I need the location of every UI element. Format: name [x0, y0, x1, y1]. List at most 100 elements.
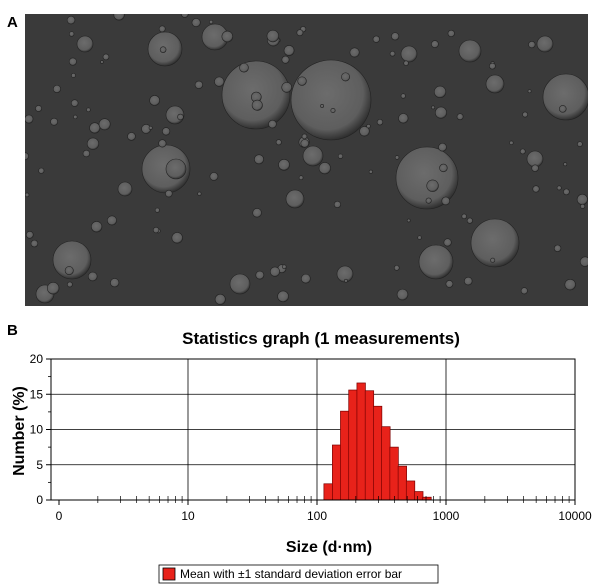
droplet: [527, 89, 532, 94]
droplet: [102, 53, 110, 61]
y-tick-label: 5: [36, 458, 43, 472]
droplet: [490, 257, 496, 263]
statistics-chart: Statistics graph (1 measurements) 0 5 10 15…: [11, 329, 592, 584]
droplet: [52, 240, 92, 280]
micrograph-image: [25, 14, 588, 306]
droplet: [431, 105, 436, 110]
droplet: [463, 276, 473, 286]
x-tick-label: 0: [56, 509, 63, 523]
droplet: [25, 152, 29, 161]
histogram-bar: [332, 444, 342, 501]
droplet: [443, 238, 452, 247]
droplet: [368, 169, 373, 174]
x-axis-title: Size (d·nm): [286, 539, 372, 556]
legend-box: [158, 564, 439, 584]
droplet: [466, 217, 473, 224]
histogram-bar: [364, 390, 375, 501]
droplet: [180, 14, 189, 18]
droplet: [285, 189, 305, 209]
droplet: [359, 126, 370, 137]
droplet: [283, 45, 295, 56]
legend: Mean with ±1 standard deviation error ba…: [158, 564, 439, 584]
histogram-bar: [405, 480, 416, 501]
droplet: [398, 113, 409, 124]
droplet: [553, 244, 562, 253]
x-tick-label: 10: [181, 509, 195, 523]
droplet: [165, 189, 173, 198]
droplet: [366, 124, 371, 129]
droplet: [171, 232, 183, 244]
droplet: [266, 29, 280, 43]
droplet: [425, 197, 432, 204]
droplet: [563, 188, 570, 196]
y-tick-label: 10: [30, 423, 44, 437]
droplet: [531, 164, 539, 172]
x-tick-label: 1000: [433, 509, 460, 523]
droplet: [113, 14, 125, 21]
droplet: [439, 163, 448, 173]
droplet: [82, 149, 91, 158]
droplet: [458, 39, 482, 63]
droplet: [520, 287, 528, 295]
droplet: [87, 271, 98, 282]
chart-grid: [51, 359, 575, 500]
droplet: [70, 99, 79, 107]
droplet: [66, 15, 76, 25]
droplet: [66, 281, 73, 288]
droplet: [341, 72, 351, 82]
y-tick-label: 0: [36, 493, 43, 507]
y-tick-label: 20: [30, 352, 44, 366]
x-tick-label: 100: [307, 509, 327, 523]
droplet: [536, 35, 554, 53]
droplet: [158, 25, 166, 33]
droplet: [376, 119, 384, 126]
droplet: [281, 82, 293, 93]
droplet: [470, 218, 520, 268]
droplet: [438, 142, 447, 152]
panel-label-b: B: [7, 322, 18, 339]
droplet: [290, 59, 372, 141]
droplet: [100, 60, 104, 64]
droplet: [400, 93, 406, 99]
droplet: [300, 273, 311, 284]
x-tick-label: 10000: [558, 509, 592, 523]
droplet: [158, 139, 167, 148]
droplet: [86, 137, 100, 150]
y-tick-label: 15: [30, 387, 44, 401]
y-axis-title: Number (%): [11, 386, 28, 476]
droplet: [50, 117, 59, 126]
droplet: [229, 273, 251, 295]
droplet: [251, 99, 263, 111]
droplet: [349, 47, 360, 58]
droplet: [73, 114, 78, 120]
droplet: [30, 239, 39, 248]
droplet: [456, 113, 464, 121]
droplet: [580, 203, 586, 209]
droplet: [297, 76, 307, 86]
droplet: [239, 62, 249, 73]
droplet: [68, 57, 77, 66]
droplet: [64, 266, 74, 276]
droplet: [300, 139, 310, 148]
droplet: [275, 139, 282, 146]
droplet: [417, 235, 422, 240]
droplet: [579, 256, 588, 267]
droplet: [389, 50, 396, 57]
chart-axes: 0 5 10 15 20 0 10 100 1000 10000: [30, 352, 592, 523]
droplet: [445, 280, 454, 288]
droplet: [255, 270, 265, 280]
droplet: [433, 85, 447, 98]
droplet: [25, 231, 34, 239]
droplet: [194, 80, 204, 90]
droplet: [69, 31, 75, 37]
droplet: [117, 181, 133, 197]
droplet: [47, 282, 60, 295]
droplet: [254, 154, 264, 165]
droplet: [38, 167, 45, 174]
droplet: [154, 207, 160, 213]
droplet: [563, 162, 568, 167]
droplet: [522, 111, 529, 118]
droplet: [330, 107, 336, 113]
droplet: [71, 73, 76, 78]
droplet: [209, 19, 214, 25]
